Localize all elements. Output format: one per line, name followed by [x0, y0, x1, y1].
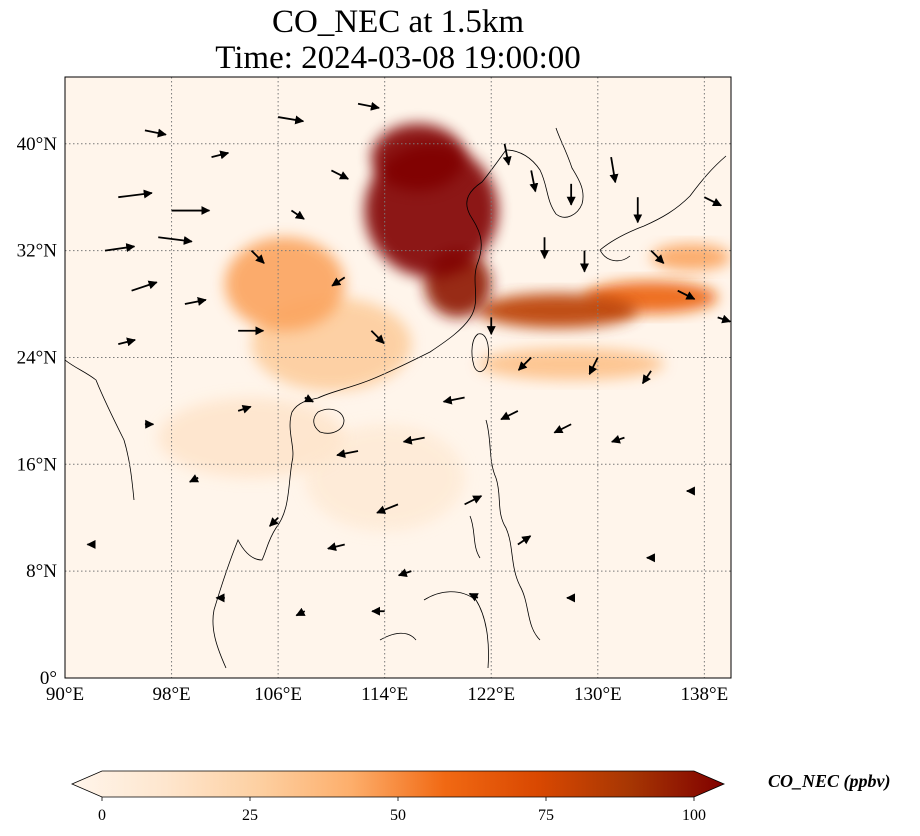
y-axis-ticks: 0° 8°N 16°N 24°N 32°N 40°N — [17, 134, 58, 689]
wind-vector-arrow — [184, 297, 207, 306]
wind-vector-arrow — [188, 474, 200, 483]
wind-vector-arrow — [677, 289, 696, 300]
wind-vector-arrow — [277, 115, 305, 125]
colorbar-tick-label: 0 — [98, 807, 106, 824]
y-tick-label: 8°N — [26, 561, 57, 582]
colorbar: 0 25 50 75 100 — [70, 770, 726, 824]
colorbar-tick-label: 100 — [682, 807, 706, 824]
wind-vector-arrow — [442, 395, 465, 405]
colorbar-tick-label: 75 — [538, 807, 554, 824]
wind-vector-arrow — [118, 189, 153, 199]
wind-vector-arrow — [376, 503, 399, 514]
wind-vector-arrow — [290, 209, 305, 220]
colorbar-gradient — [70, 770, 726, 798]
wind-vector-arrow — [609, 156, 619, 184]
wind-vector-arrow — [104, 243, 136, 253]
map-frame — [64, 76, 732, 679]
wind-vector-arrow — [717, 314, 731, 324]
y-tick-label: 16°N — [17, 454, 58, 475]
x-tick-label: 122°E — [467, 684, 515, 705]
wind-vector-arrow — [517, 535, 532, 546]
wind-vector-arrow — [500, 410, 519, 421]
co-plume-sichuan-basin — [224, 237, 345, 331]
wind-vector-arrow — [610, 434, 625, 444]
colorbar-tick-label: 25 — [242, 807, 258, 824]
colorbar-tick-label: 50 — [390, 807, 406, 824]
wind-vectors — [86, 101, 731, 617]
y-tick-label: 0° — [40, 668, 57, 689]
wind-vector-arrow — [144, 128, 167, 138]
co-concentration-field — [158, 123, 731, 532]
colorbar-ticks: 0 25 50 75 100 — [98, 797, 706, 824]
wind-vector-arrow — [269, 517, 279, 527]
wind-vector-arrow — [331, 276, 346, 287]
wind-vector-arrow — [641, 370, 652, 385]
wind-vector-arrow — [703, 196, 722, 207]
co-plume-indochina-haze — [158, 397, 345, 478]
coastline-taiwan — [471, 333, 489, 373]
x-axis-ticks: 90°E 98°E 106°E 114°E 122°E 130°E 138°E — [46, 684, 728, 705]
coastline-japan — [599, 155, 727, 262]
x-tick-label: 98°E — [152, 684, 190, 705]
wind-vector-arrow — [250, 249, 265, 264]
x-tick-label: 106°E — [254, 684, 302, 705]
wind-vector-arrow — [529, 170, 539, 193]
co-plume-southern-plume — [477, 348, 665, 381]
wind-vector-arrow — [397, 568, 412, 578]
x-tick-label: 138°E — [681, 684, 729, 705]
wind-vector-arrow — [211, 150, 230, 160]
wind-vector-arrow — [357, 101, 380, 111]
wind-vector-arrow — [330, 169, 350, 180]
coastline-korea — [505, 127, 584, 218]
wind-vector-arrow — [237, 404, 252, 414]
wind-vector-arrow — [464, 495, 483, 506]
x-tick-label: 90°E — [46, 684, 84, 705]
wind-vector-arrow — [158, 235, 193, 245]
y-tick-label: 40°N — [17, 134, 58, 155]
wind-vector-arrow — [502, 143, 512, 166]
wind-vector-arrow — [295, 607, 306, 617]
figure-title: CO_NEC at 1.5km — [271, 4, 525, 40]
coastline-bengal — [65, 359, 135, 501]
wind-vector-arrow — [468, 592, 479, 602]
wind-vector-arrow — [303, 394, 314, 403]
map-panel — [64, 76, 732, 679]
wind-vector-arrow — [131, 280, 158, 292]
x-tick-label: 130°E — [574, 684, 622, 705]
wind-vector-arrow — [553, 423, 572, 434]
wind-vector-arrow — [650, 249, 665, 264]
co-plume-east-china-sea-plume — [477, 293, 638, 329]
wind-vector-arrow — [370, 330, 385, 344]
coastline-mainland — [212, 149, 507, 669]
wind-vector-arrow — [402, 435, 425, 445]
colorbar-label: CO_NEC (ppbv) — [768, 771, 891, 791]
wind-vector-arrow — [118, 337, 136, 347]
y-tick-label: 24°N — [17, 347, 58, 368]
y-tick-label: 32°N — [17, 241, 58, 262]
wind-vector-arrow — [588, 357, 599, 376]
x-tick-label: 114°E — [361, 684, 408, 705]
wind-vector-arrow — [517, 356, 532, 371]
coastline-hainan — [313, 408, 345, 434]
figure-subtitle-time: Time: 2024-03-08 19:00:00 — [215, 40, 581, 76]
wind-vector-arrow — [327, 542, 345, 552]
co-plume-japan-plume — [651, 243, 731, 271]
wind-vector-arrow — [336, 449, 359, 458]
co-plume-beijing-bohai — [371, 123, 465, 191]
